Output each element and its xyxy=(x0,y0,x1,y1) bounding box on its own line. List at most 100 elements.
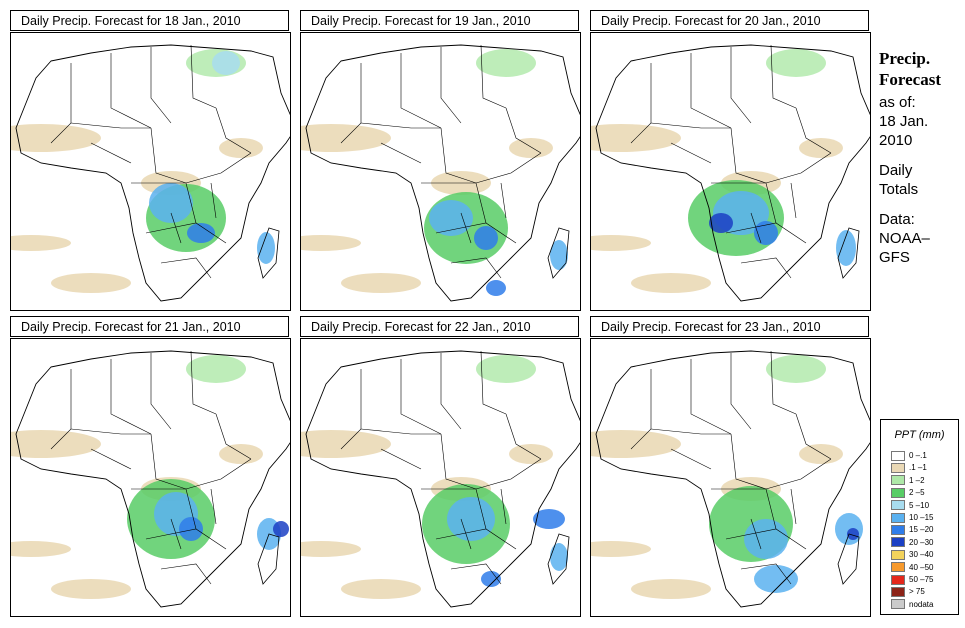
precip-map xyxy=(590,338,871,617)
panel-title: Daily Precip. Forecast for 22 Jan., 2010 xyxy=(300,316,579,337)
country-border xyxy=(730,353,752,430)
precip-area xyxy=(149,183,193,223)
country-border xyxy=(70,122,151,129)
country-border xyxy=(145,222,227,244)
country-border xyxy=(90,142,132,164)
country-border xyxy=(750,212,762,244)
legend-label: nodata xyxy=(909,599,934,609)
africa-outline xyxy=(305,44,580,302)
precip-area xyxy=(187,223,215,243)
madagascar-outline xyxy=(547,533,570,585)
country-border xyxy=(145,528,227,550)
light-precip-area xyxy=(341,579,421,599)
side-heading-2: Forecast xyxy=(879,70,941,89)
country-border xyxy=(150,353,172,430)
country-border xyxy=(210,182,217,219)
country-border xyxy=(110,359,152,435)
country-border xyxy=(210,488,217,525)
country-border xyxy=(450,257,502,279)
madagascar-outline xyxy=(547,227,570,279)
legend-item: 50 –75 xyxy=(891,574,933,585)
precip-map xyxy=(300,32,581,311)
precip-area xyxy=(186,355,246,383)
country-border xyxy=(500,182,507,219)
country-border xyxy=(190,44,217,109)
precip-area xyxy=(476,49,536,77)
forecast-panel-2: Daily Precip. Forecast for 19 Jan., 2010 xyxy=(300,10,581,311)
legend-label: .1 –1 xyxy=(909,463,927,473)
light-precip-area xyxy=(341,273,421,293)
country-border xyxy=(730,127,767,184)
country-border xyxy=(435,222,517,244)
legend-label: 10 –15 xyxy=(909,513,934,522)
precip-area xyxy=(836,230,856,266)
country-border xyxy=(185,458,252,490)
light-precip-area xyxy=(11,235,71,251)
country-border xyxy=(150,47,172,124)
legend-item: 0 –.1 xyxy=(891,450,927,461)
country-border xyxy=(400,359,442,435)
country-border xyxy=(131,488,197,530)
country-border xyxy=(730,47,752,124)
side-daily: Daily xyxy=(879,162,913,179)
country-border xyxy=(500,488,507,525)
precip-area xyxy=(766,355,826,383)
precip-area xyxy=(550,543,568,571)
legend-label: > 75 xyxy=(909,587,925,597)
legend-item: > 75 xyxy=(891,586,925,597)
country-border xyxy=(790,182,797,219)
side-date-1: 18 Jan. xyxy=(879,113,929,130)
country-border xyxy=(505,413,542,460)
country-border xyxy=(215,107,252,154)
legend-item: 20 –30 xyxy=(891,537,933,548)
legend-swatch xyxy=(891,524,905,535)
legend-item: 5 –10 xyxy=(891,500,929,511)
country-border xyxy=(770,44,797,109)
country-border xyxy=(711,182,777,224)
side-date-2: 2010 xyxy=(879,132,913,149)
country-border xyxy=(70,428,151,435)
country-border xyxy=(131,182,197,224)
country-border xyxy=(690,53,732,129)
country-border xyxy=(650,122,731,129)
panel-title: Daily Precip. Forecast for 23 Jan., 2010 xyxy=(590,316,869,337)
forecast-panel-1: Daily Precip. Forecast for 18 Jan., 2010 xyxy=(10,10,291,311)
country-border xyxy=(730,433,767,490)
precip-area xyxy=(847,528,859,540)
country-border xyxy=(160,257,212,279)
country-border xyxy=(475,152,542,184)
legend-title: PPT (mm) xyxy=(894,429,945,441)
country-border xyxy=(690,359,732,435)
country-border xyxy=(765,458,832,490)
precip-area xyxy=(754,221,778,245)
legend-label: 2 –5 xyxy=(909,488,925,498)
country-border xyxy=(440,47,462,124)
legend-swatch xyxy=(891,475,905,486)
side-totals: Totals xyxy=(879,181,919,198)
side-data-label: Data: xyxy=(879,211,915,228)
precip-area xyxy=(212,51,240,75)
country-border xyxy=(421,488,487,530)
madagascar-outline xyxy=(837,533,860,585)
precip-area xyxy=(429,200,473,236)
legend-item: 2 –5 xyxy=(891,487,925,498)
light-precip-area xyxy=(51,579,131,599)
country-border xyxy=(360,428,441,435)
country-border xyxy=(185,152,252,184)
light-precip-area xyxy=(51,273,131,293)
country-border xyxy=(670,448,712,470)
africa-map-svg xyxy=(591,350,870,608)
precip-area xyxy=(550,240,568,270)
africa-map-svg xyxy=(301,350,580,608)
light-precip-area xyxy=(591,541,651,557)
forecast-panel-6: Daily Precip. Forecast for 23 Jan., 2010 xyxy=(590,316,871,617)
country-border xyxy=(475,458,542,490)
country-border xyxy=(170,518,182,550)
forecast-panel-3: Daily Precip. Forecast for 20 Jan., 2010 xyxy=(590,10,871,311)
madagascar-outline xyxy=(257,533,280,585)
precip-area xyxy=(257,232,275,264)
precip-area xyxy=(179,517,203,541)
country-border xyxy=(740,257,792,279)
forecast-panel-5: Daily Precip. Forecast for 22 Jan., 2010 xyxy=(300,316,581,617)
legend-item: 1 –2 xyxy=(891,475,925,486)
